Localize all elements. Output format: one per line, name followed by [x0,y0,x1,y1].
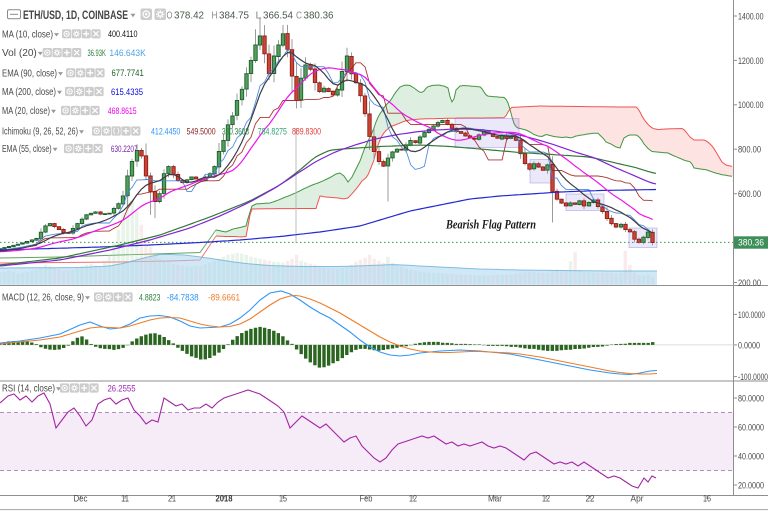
svg-text:26.2555: 26.2555 [108,383,136,394]
svg-text:412.4450: 412.4450 [151,126,180,137]
svg-text:400.4110: 400.4110 [108,29,138,40]
svg-text:0.0000: 0.0000 [738,340,760,351]
svg-text:1000.00: 1000.00 [738,100,764,111]
svg-text:ETH/USD, 1D, COINBASE: ETH/USD, 1D, COINBASE [23,8,128,22]
svg-text:MA (200, close): MA (200, close) [2,87,56,98]
svg-text:380.36: 380.36 [738,238,764,249]
svg-text:EMA (55, close): EMA (55, close) [2,144,52,155]
svg-text:146.643K: 146.643K [109,48,146,59]
svg-text:15: 15 [279,493,287,504]
svg-text:Dec: Dec [74,493,88,504]
svg-text:L: L [256,9,262,21]
svg-text:4.8823: 4.8823 [139,292,160,303]
svg-text:O: O [167,9,173,21]
svg-text:366.54: 366.54 [263,9,293,21]
svg-text:615.4335: 615.4335 [111,87,143,98]
svg-text:677.7741: 677.7741 [112,68,144,79]
svg-text:60.0000: 60.0000 [738,422,764,433]
svg-text:80.0000: 80.0000 [738,393,764,404]
svg-text:RSI (14, close): RSI (14, close) [2,384,55,395]
svg-text:800.00: 800.00 [738,145,761,156]
svg-text:-84.7838: -84.7838 [167,292,199,303]
svg-text:2018: 2018 [216,493,233,504]
svg-text:380.3608: 380.3608 [222,126,249,137]
svg-text:21: 21 [168,493,176,504]
svg-text:784.8275: 784.8275 [258,126,287,137]
svg-text:378.42: 378.42 [174,9,204,21]
svg-text:200.00: 200.00 [738,278,761,289]
svg-text:889.8300: 889.8300 [292,126,321,137]
svg-text:Mar: Mar [488,493,502,504]
svg-text:12: 12 [542,493,550,504]
svg-text:549.5000: 549.5000 [187,126,216,137]
svg-text:-100.0000: -100.0000 [738,372,768,383]
svg-text:12: 12 [409,493,417,504]
svg-text:22: 22 [586,493,595,504]
svg-text:Feb: Feb [360,493,373,504]
svg-text:1400.00: 1400.00 [738,11,764,22]
svg-text:600.00: 600.00 [738,189,761,200]
svg-text:Ichimoku (9, 26, 52, 26): Ichimoku (9, 26, 52, 26) [2,127,78,138]
svg-text:40.0000: 40.0000 [738,451,764,462]
svg-text:C: C [296,9,302,21]
svg-text:MA (10, close): MA (10, close) [2,29,53,40]
svg-text:384.75: 384.75 [219,9,249,21]
svg-text:Vol (20): Vol (20) [2,48,37,59]
svg-text:MA (20, close): MA (20, close) [2,106,50,117]
svg-text:MACD (12, 26, close, 9): MACD (12, 26, close, 9) [2,293,84,304]
svg-text:100.0000: 100.0000 [738,310,765,321]
svg-text:36.93K: 36.93K [88,48,107,59]
svg-text:EMA (90, close): EMA (90, close) [2,68,57,79]
svg-text:630.2207: 630.2207 [111,144,138,155]
svg-text:Apr: Apr [631,493,644,504]
svg-text:Bearish Flag Pattern: Bearish Flag Pattern [445,217,536,232]
svg-text:468.8615: 468.8615 [108,106,137,117]
svg-text:1200.00: 1200.00 [738,56,764,67]
svg-text:380.36: 380.36 [304,9,334,21]
svg-text:-89.6661: -89.6661 [208,292,240,303]
svg-text:11: 11 [121,493,129,504]
svg-text:H: H [212,9,218,21]
svg-text:20.0000: 20.0000 [738,480,764,491]
svg-text:16: 16 [703,493,711,504]
